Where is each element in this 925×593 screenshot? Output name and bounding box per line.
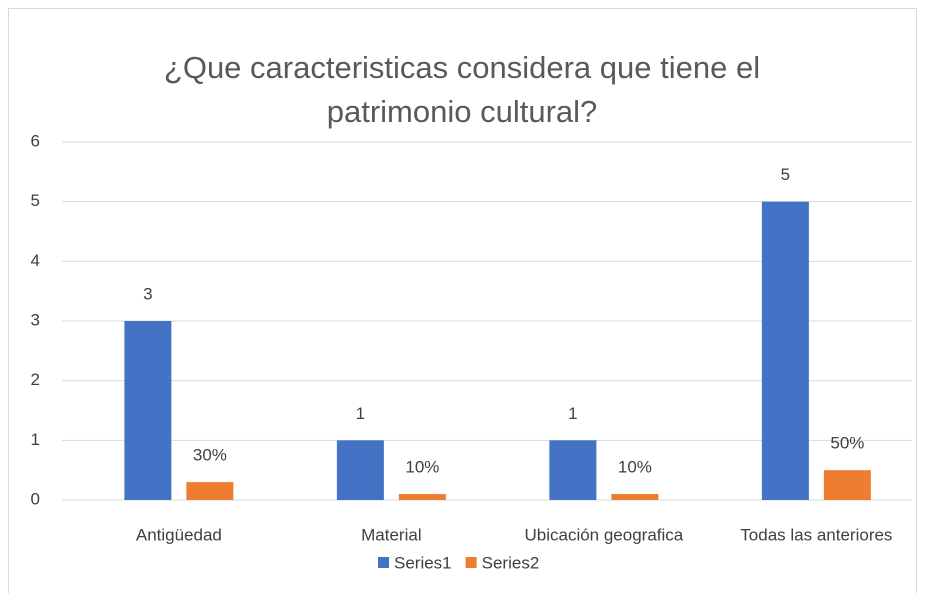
data-label: 1: [568, 404, 577, 423]
bar: [549, 440, 597, 500]
data-label: 1: [356, 404, 365, 423]
bar: [398, 494, 446, 500]
x-tick-label: Material: [361, 525, 421, 544]
data-label: 3: [143, 284, 152, 303]
y-tick-label: 1: [31, 430, 40, 449]
y-tick-label: 3: [31, 310, 40, 329]
data-label: 50%: [830, 434, 864, 453]
data-label: 10%: [405, 458, 439, 477]
legend-swatch: [378, 557, 389, 568]
y-tick-label: 2: [31, 370, 40, 389]
data-label: 30%: [193, 446, 227, 465]
y-tick-label: 6: [31, 131, 40, 150]
data-label: 5: [781, 165, 790, 184]
chart-title: ¿Que caracteristicas considera que tiene…: [163, 50, 761, 129]
legend-swatch: [465, 557, 477, 568]
y-tick-label: 4: [31, 251, 40, 270]
x-tick-label: Todas las anteriores: [740, 525, 892, 544]
x-tick-label: Antigüedad: [136, 525, 222, 544]
bar: [761, 201, 809, 500]
legend-label: Series1: [394, 553, 452, 572]
y-tick-label: 5: [31, 191, 40, 210]
bar: [336, 440, 384, 500]
bar: [124, 321, 172, 500]
x-tick-label: Ubicación geografica: [524, 525, 683, 544]
bar: [823, 470, 871, 500]
y-tick-label: 0: [31, 489, 40, 508]
legend-label: Series2: [482, 553, 540, 572]
chart-border: [8, 8, 917, 593]
bar: [186, 482, 234, 500]
data-label: 10%: [618, 458, 652, 477]
bar: [611, 494, 659, 500]
